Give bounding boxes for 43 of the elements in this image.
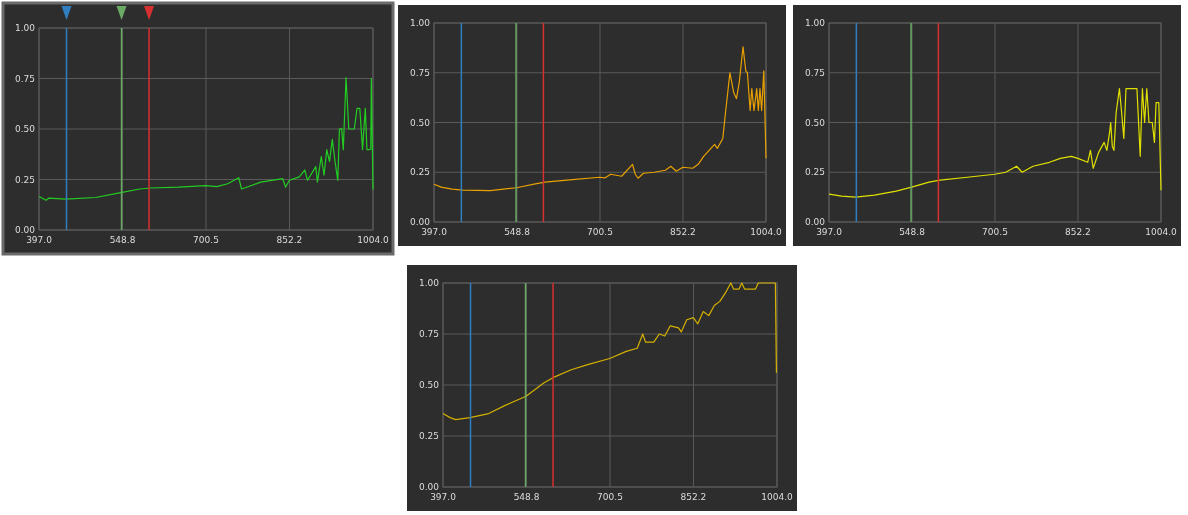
x-tick-label: 548.8: [109, 235, 136, 245]
x-tick-label: 1004.0: [357, 235, 390, 245]
y-tick-label: 0.00: [409, 217, 431, 227]
y-tick-label: 0.00: [418, 482, 440, 492]
x-tick-label: 852.2: [276, 235, 303, 245]
y-tick-label: 0.25: [14, 174, 35, 185]
y-tick-label: 0.00: [804, 217, 826, 227]
x-tick-label: 397.0: [430, 492, 457, 502]
x-tick-label: 548.8: [899, 227, 926, 237]
x-tick-label: 1004.0: [761, 492, 794, 502]
x-tick-label: 1004.0: [1145, 227, 1178, 237]
line-series: [433, 46, 767, 192]
x-tick-label: 700.5: [982, 227, 1008, 237]
x-tick-label: 548.8: [504, 227, 531, 237]
x-tick-label: 397.0: [26, 235, 53, 245]
x-tick-label: 852.2: [670, 227, 696, 237]
line-series: [38, 77, 374, 201]
x-tick-label: 852.2: [680, 492, 707, 502]
x-tick-label: 700.5: [193, 235, 219, 245]
y-tick-label: 0.25: [804, 167, 825, 178]
x-tick-label: 852.2: [1065, 227, 1091, 237]
y-tick-label: 0.50: [409, 117, 431, 128]
x-tick-label: 397.0: [816, 227, 843, 237]
y-tick-label: 0.75: [409, 67, 430, 78]
x-tick-label: 700.5: [597, 492, 623, 502]
y-tick-label: 0.00: [14, 225, 36, 235]
y-tick-label: 1.00: [804, 18, 826, 28]
y-tick-label: 1.00: [418, 278, 440, 288]
y-tick-label: 1.00: [14, 23, 36, 33]
y-tick-label: 0.25: [409, 167, 430, 178]
y-tick-label: 0.25: [418, 431, 439, 441]
x-tick-label: 700.5: [587, 227, 613, 237]
y-tick-label: 0.50: [804, 117, 826, 128]
y-tick-label: 0.75: [14, 73, 35, 84]
y-tick-label: 0.50: [14, 124, 36, 134]
x-tick-label: 548.8: [513, 492, 540, 502]
y-tick-label: 0.75: [804, 67, 825, 78]
x-tick-label: 397.0: [421, 227, 448, 237]
line-series: [828, 88, 1162, 198]
y-tick-label: 0.75: [418, 329, 439, 339]
x-tick-label: 1004.0: [750, 227, 783, 237]
y-tick-label: 0.50: [418, 380, 440, 390]
y-tick-label: 1.00: [409, 18, 431, 28]
